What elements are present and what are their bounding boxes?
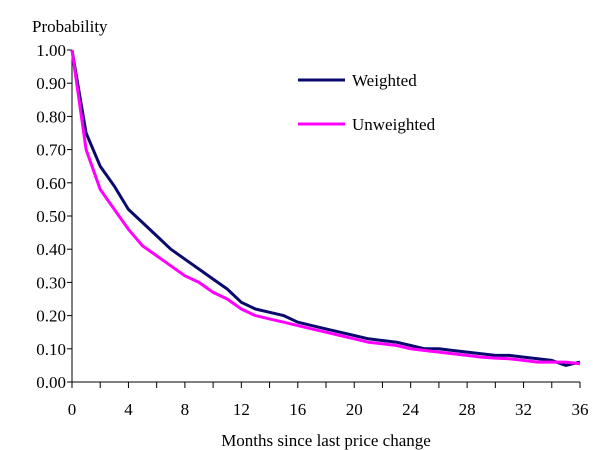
y-tick-label: 0.80 — [36, 107, 66, 126]
axes: 0.00 0.10 0.20 0.30 0.40 0.50 0.60 0.70 0.80 0.90… — [36, 41, 588, 419]
y-tick-label: 0.70 — [36, 141, 66, 160]
x-tick-label: 16 — [289, 400, 306, 419]
x-tick-label: 0 — [68, 400, 77, 419]
y-tick-label: 0.00 — [36, 373, 66, 392]
y-axis-title: Probability — [32, 17, 108, 36]
legend: Weighted Unweighted — [298, 71, 436, 134]
x-tick-label: 36 — [572, 400, 589, 419]
x-tick-label: 8 — [181, 400, 190, 419]
series-lines — [70, 49, 581, 367]
y-tick-label: 1.00 — [36, 41, 66, 60]
series-line-unweighted — [70, 49, 581, 366]
y-tick-label: 0.20 — [36, 307, 66, 326]
y-tick-label: 0.50 — [36, 207, 66, 226]
x-tick-label: 20 — [346, 400, 363, 419]
y-tick-label: 0.30 — [36, 273, 66, 292]
y-tick-label: 0.60 — [36, 174, 66, 193]
x-tick-label: 32 — [515, 400, 532, 419]
y-tick-label: 0.10 — [36, 340, 66, 359]
x-axis-title: Months since last price change — [221, 431, 431, 450]
x-tick-label: 12 — [233, 400, 250, 419]
y-tick-label: 0.90 — [36, 74, 66, 93]
legend-label-unweighted: Unweighted — [352, 115, 436, 134]
legend-label-weighted: Weighted — [352, 71, 417, 90]
x-tick-label: 28 — [459, 400, 476, 419]
y-tick-label: 0.40 — [36, 240, 66, 259]
x-tick-label: 4 — [124, 400, 133, 419]
x-tick-label: 24 — [402, 400, 420, 419]
series-line-weighted — [70, 49, 581, 367]
